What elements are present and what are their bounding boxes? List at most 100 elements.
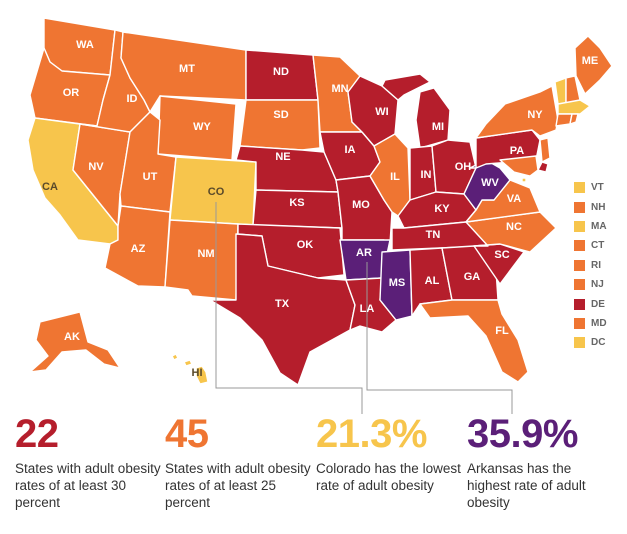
legend-label: NJ [591, 279, 604, 291]
state-vt [554, 77, 567, 105]
state-label-oh: OH [455, 161, 472, 173]
state-label-ut: UT [143, 171, 158, 183]
legend-item-nj: NJ [574, 275, 626, 294]
legend-swatch [574, 240, 585, 252]
legend-swatch [574, 337, 585, 349]
stat-text: States with adult obesity rates of at le… [165, 461, 311, 510]
legend-item-de: DE [574, 294, 626, 313]
state-label-nm: NM [197, 248, 214, 260]
state-label-nc: NC [506, 221, 522, 233]
state-ms [379, 249, 413, 321]
state-label-wy: WY [193, 121, 211, 133]
legend-item-dc: DC [574, 333, 626, 352]
state-label-ny: NY [527, 109, 543, 121]
state-label-sd: SD [273, 109, 288, 121]
state-label-wi: WI [375, 106, 388, 118]
stat-number: 21.3% [316, 412, 427, 456]
state-sd [239, 99, 321, 151]
state-label-id: ID [127, 93, 138, 105]
colorado-callout-line [215, 202, 363, 414]
legend-swatch [574, 298, 585, 310]
legend-item-ri: RI [574, 256, 626, 275]
small-states-legend: VT NH MA CT RI NJ DE MD DC [574, 178, 626, 353]
legend-label: DC [591, 337, 606, 349]
state-label-pa: PA [510, 145, 525, 157]
states-layer [27, 17, 613, 386]
state-ri [569, 113, 579, 125]
stat-22-states: 22 States with adult obesity rates of at… [15, 414, 165, 511]
state-label-ok: OK [297, 239, 314, 251]
callout-connectors [215, 202, 513, 414]
state-md [499, 155, 539, 177]
legend-label: NH [591, 201, 606, 213]
state-ma [557, 99, 591, 115]
legend-label: DE [591, 298, 605, 310]
legend-swatch [574, 182, 585, 194]
legend-label: MD [591, 317, 607, 329]
state-label-ia: IA [345, 144, 356, 156]
stat-number: 35.9% [467, 412, 578, 456]
state-label-wv: WV [481, 177, 499, 189]
stat-arkansas: 35.9% Arkansas has the highest rate of a… [467, 414, 617, 511]
state-tx [209, 233, 356, 386]
state-label-fl: FL [495, 325, 509, 337]
state-label-or: OR [63, 87, 80, 99]
state-label-wa: WA [76, 39, 94, 51]
legend-item-ct: CT [574, 236, 626, 255]
state-label-az: AZ [131, 243, 146, 255]
state-labels-layer: WA OR CA NV ID MT WY UT AZ CO NM ND SD NE KS OK TX MN IA MO… [42, 39, 598, 379]
state-label-la: LA [360, 303, 375, 315]
state-label-ar: AR [356, 247, 372, 259]
state-label-in: IN [421, 169, 432, 181]
state-label-sc: SC [494, 249, 509, 261]
legend-swatch [574, 317, 585, 329]
stat-text: States with adult obesity rates of at le… [15, 461, 161, 510]
state-label-al: AL [425, 275, 440, 287]
state-nj [539, 137, 551, 163]
state-label-ks: KS [289, 197, 304, 209]
legend-item-vt: VT [574, 178, 626, 197]
legend-swatch [574, 201, 585, 213]
state-label-il: IL [390, 171, 400, 183]
state-me [574, 35, 613, 95]
legend-item-ma: MA [574, 217, 626, 236]
state-il [369, 133, 411, 217]
legend-label: CT [591, 240, 605, 252]
legend-swatch [574, 259, 585, 271]
state-label-mi: MI [432, 121, 444, 133]
state-label-ne: NE [275, 151, 290, 163]
state-label-ca: CA [42, 181, 58, 193]
legend-label: MA [591, 220, 607, 232]
state-label-ms: MS [389, 277, 406, 289]
state-label-tx: TX [275, 298, 290, 310]
state-label-mn: MN [331, 83, 348, 95]
legend-swatch [574, 220, 585, 232]
state-label-co: CO [208, 186, 225, 198]
legend-item-nh: NH [574, 197, 626, 216]
state-label-ak: AK [64, 331, 80, 343]
state-dc [521, 177, 527, 183]
state-label-mt: MT [179, 63, 195, 75]
state-de [537, 161, 549, 173]
stat-45-states: 45 States with adult obesity rates of at… [165, 414, 315, 511]
legend-label: RI [591, 259, 601, 271]
state-ks [252, 189, 343, 229]
state-label-ky: KY [434, 203, 450, 215]
state-label-tn: TN [426, 229, 441, 241]
state-label-va: VA [507, 193, 522, 205]
stat-number: 45 [165, 412, 209, 456]
stat-number: 22 [15, 412, 59, 456]
stat-colorado: 21.3% Colorado has the lowest rate of ad… [316, 414, 466, 494]
state-label-hi: HI [192, 367, 203, 379]
state-label-nv: NV [88, 161, 104, 173]
state-ak [29, 311, 121, 373]
state-ny [475, 85, 559, 139]
legend-label: VT [591, 182, 604, 194]
state-label-mo: MO [352, 199, 370, 211]
stat-text: Colorado has the lowest rate of adult ob… [316, 461, 461, 493]
state-label-nd: ND [273, 66, 289, 78]
legend-item-md: MD [574, 314, 626, 333]
state-hi [171, 353, 209, 385]
state-nc [465, 211, 557, 253]
